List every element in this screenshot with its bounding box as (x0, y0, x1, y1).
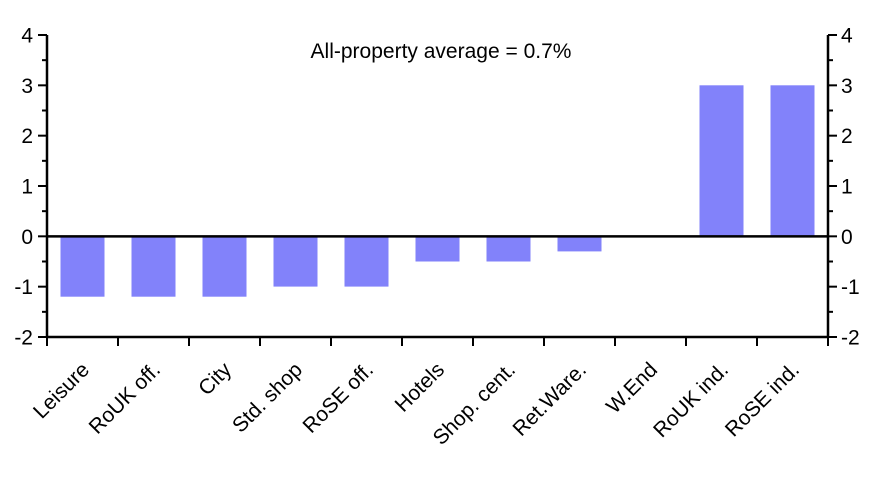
y-tick-label-right: 2 (841, 125, 853, 148)
y-tick-label-left: 4 (21, 25, 33, 48)
category-label-ret-ware: Ret.Ware. (508, 358, 591, 441)
y-tick-label-right: 4 (841, 25, 853, 48)
y-tick-label-left: -2 (14, 327, 33, 350)
y-tick-label-right: 1 (841, 176, 853, 199)
category-label-rose-off: RoSE off. (298, 358, 378, 438)
bar-leisure (60, 236, 105, 297)
y-tick-label-right: -2 (841, 327, 860, 350)
y-tick-label-left: 1 (21, 176, 33, 199)
y-tick-label-left: 0 (21, 226, 33, 249)
category-label-rouk-off: RoUK off. (85, 358, 165, 438)
category-label-hotels: Hotels (391, 358, 449, 416)
bars-layer (60, 85, 815, 297)
bar-rose-off (344, 236, 389, 287)
category-label-rose-ind: RoSE ind. (721, 358, 804, 441)
bar-rouk-off (131, 236, 176, 297)
y-tick-label-right: 3 (841, 75, 853, 98)
category-label-leisure: Leisure (29, 358, 94, 423)
bar-rouk-ind (699, 85, 744, 237)
axes-layer (38, 34, 837, 346)
bar-rose-ind (770, 85, 815, 237)
y-tick-label-right: -1 (841, 276, 860, 299)
category-label-std-shop: Std. shop (228, 358, 307, 437)
bar-city (202, 236, 247, 297)
category-label-w-end: W.End (602, 358, 662, 418)
y-tick-label-left: -1 (14, 276, 33, 299)
y-tick-label-left: 3 (21, 75, 33, 98)
category-label-city: City (194, 358, 236, 400)
chart-annotation: All-property average = 0.7% (311, 40, 572, 63)
bar-hotels (415, 236, 460, 262)
bar-std-shop (273, 236, 318, 287)
y-tick-label-left: 2 (21, 125, 33, 148)
y-tick-label-right: 0 (841, 226, 853, 249)
bar-shop-cent (486, 236, 531, 262)
bar-ret-ware (557, 236, 602, 252)
category-label-rouk-ind: RoUK ind. (649, 358, 733, 442)
